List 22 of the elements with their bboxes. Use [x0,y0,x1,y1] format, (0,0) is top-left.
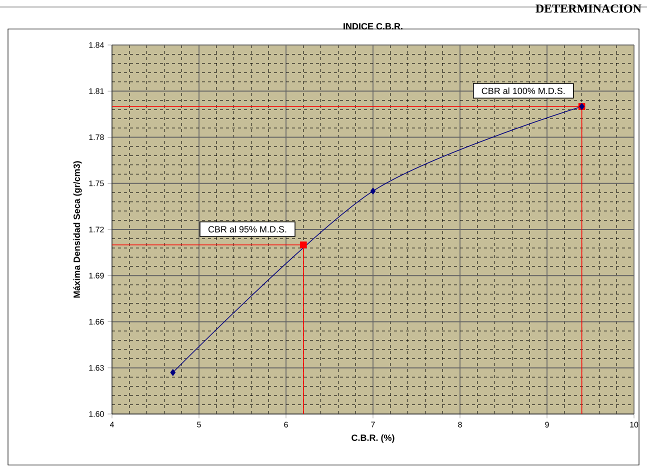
x-axis-title: C.B.R. (%) [352,434,394,443]
y-tick-label: 1.78 [89,134,104,140]
y-tick-label: 1.60 [89,411,104,417]
x-tick-label: 7 [371,422,375,428]
y-tick-label: 1.72 [89,226,104,232]
y-tick-label: 1.69 [89,272,104,278]
x-tick-label: 4 [110,422,114,428]
y-axis-title: Máxima Densidad Seca (gr/cm3) [73,161,82,298]
annotation: CBR al 95% M.D.S. [208,226,286,232]
x-tick-label: 9 [545,422,549,428]
x-tick-label: 10 [630,422,638,428]
y-tick-label: 1.63 [89,365,104,371]
annotation: CBR al 100% M.D.S. [482,87,565,94]
y-tick-label: 1.75 [89,180,104,186]
chart-title: INDICE C.B.R. [344,23,402,30]
y-tick-label: 1.84 [89,42,104,48]
y-tick-label: 1.81 [89,88,104,94]
x-tick-label: 6 [284,422,288,428]
y-tick-label: 1.66 [89,318,104,325]
x-tick-label: 5 [197,422,201,428]
text: DETERMINACION [536,4,642,13]
x-tick-label: 8 [458,422,462,428]
